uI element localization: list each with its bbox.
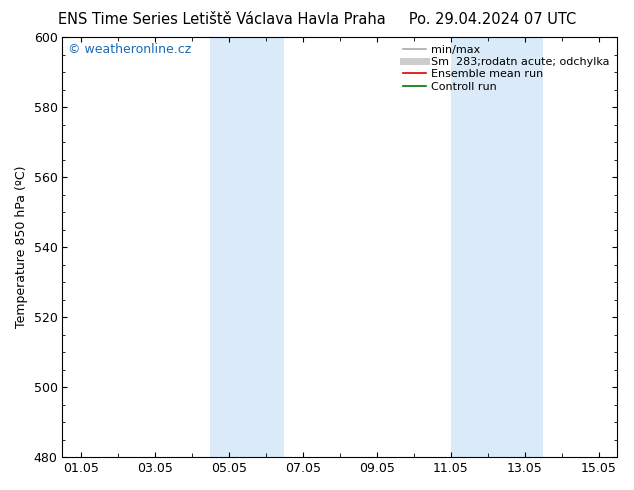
- Legend: min/max, Sm  283;rodatn acute; odchylka, Ensemble mean run, Controll run: min/max, Sm 283;rodatn acute; odchylka, …: [399, 41, 614, 96]
- Text: ENS Time Series Letiště Václava Havla Praha     Po. 29.04.2024 07 UTC: ENS Time Series Letiště Václava Havla Pr…: [58, 12, 576, 27]
- Bar: [210, 37, 285, 457]
- Text: © weatheronline.cz: © weatheronline.cz: [68, 44, 191, 56]
- Bar: [451, 37, 543, 457]
- Y-axis label: Temperature 850 hPa (ºC): Temperature 850 hPa (ºC): [15, 166, 28, 328]
